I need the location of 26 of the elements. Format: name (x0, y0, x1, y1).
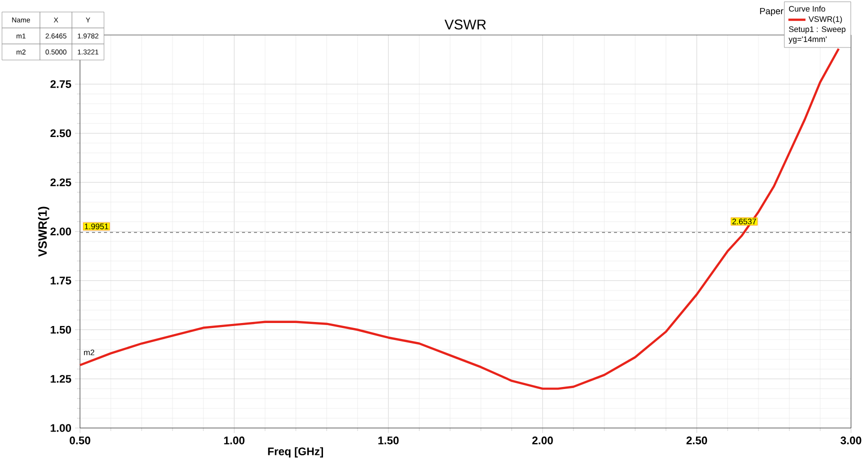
annotation: yg='14mm' (788, 36, 827, 44)
y-tick-label: 1.75 (50, 276, 72, 284)
text: Paper (760, 8, 784, 16)
y-tick-label: 2.00 (50, 228, 72, 236)
y-tick-label: 2.50 (50, 129, 72, 138)
line-series (78, 48, 840, 390)
x-tick-label: 0.50 (70, 436, 90, 444)
chart-title: VSWR (444, 20, 486, 30)
annotation: m2 (84, 350, 94, 356)
legend-title: Curve Info (788, 6, 826, 12)
y-tick-label: 2.25 (50, 178, 72, 186)
x-axis-title: Freq [GHz] (268, 447, 323, 458)
y-axis-title: VSWR(1) (38, 206, 50, 257)
x-tick-label: 1.50 (378, 436, 399, 444)
text: Setup1 : Sweep (788, 26, 846, 34)
annotation: 2.6537 (732, 218, 756, 224)
x-tick-label: 2.00 (532, 436, 553, 444)
y-tick-label: 2.75 (50, 80, 72, 88)
y-tick-label: 1.50 (50, 326, 72, 334)
y-tick-label: 1.00 (50, 424, 72, 432)
legend-label: VSWR(1) (808, 16, 842, 24)
ref-line-label: 1.9951 (84, 224, 108, 230)
x-tick-label: 2.50 (686, 436, 708, 444)
y-tick-label: 1.25 (50, 374, 72, 383)
x-tick-label: 1.00 (224, 436, 244, 444)
x-tick-label: 3.00 (840, 436, 862, 444)
